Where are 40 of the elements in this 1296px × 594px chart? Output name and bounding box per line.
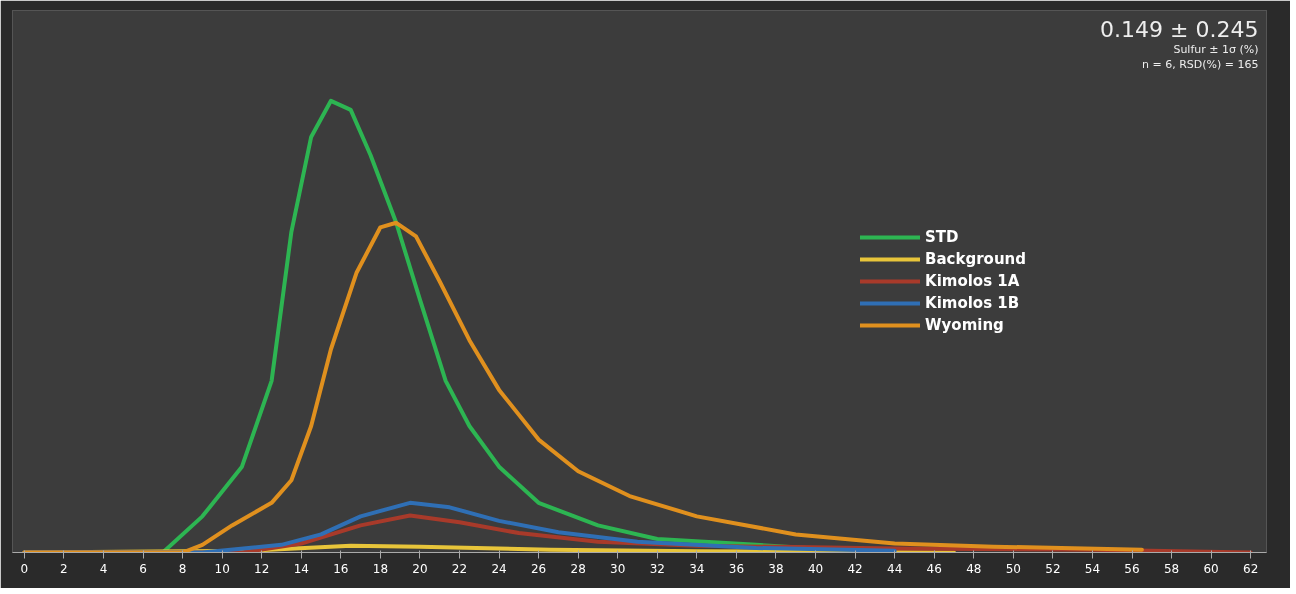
x-tick-label: 30	[610, 561, 626, 576]
x-tick-label: 2	[60, 561, 68, 576]
x-tick-label: 18	[372, 561, 389, 576]
x-tick-label: 20	[412, 561, 428, 576]
x-tick-label: 4	[99, 561, 108, 576]
x-tick-label: 28	[570, 561, 586, 576]
legend-label: Kimolos 1A	[925, 272, 1020, 290]
x-tick-label: 0	[20, 561, 29, 576]
x-tick-label: 32	[649, 561, 665, 576]
legend-label: STD	[925, 228, 959, 246]
x-tick-label: 16	[333, 561, 349, 576]
x-tick-label: 50	[1005, 561, 1021, 576]
x-tick-label: 12	[254, 561, 270, 576]
x-tick-label: 36	[728, 561, 745, 576]
x-tick-label: 26	[530, 561, 547, 576]
x-tick-label: 56	[1124, 561, 1140, 576]
legend-label: Wyoming	[925, 316, 1004, 334]
x-tick-label: 6	[139, 561, 147, 576]
x-tick-label: 60	[1203, 561, 1219, 576]
x-tick-label: 44	[887, 561, 903, 576]
legend-label: Background	[925, 250, 1026, 268]
x-tick-label: 58	[1163, 561, 1180, 576]
legend-label: Kimolos 1B	[925, 294, 1020, 312]
x-tick-label: 22	[451, 561, 468, 576]
x-tick-label: 62	[1243, 561, 1259, 576]
x-tick-label: 40	[807, 561, 824, 576]
text: Sulfur ± 1σ (%)	[1173, 42, 1259, 56]
x-tick-label: 42	[847, 561, 863, 576]
text: n = 6, RSD(%) = 165	[1141, 57, 1259, 71]
x-tick-label: 38	[768, 561, 784, 576]
text: 0.149 ± 0.245	[1100, 16, 1259, 42]
x-tick-label: 10	[214, 561, 230, 576]
x-tick-label: 46	[926, 561, 942, 576]
x-tick-label: 8	[178, 561, 187, 576]
x-tick-label: 52	[1045, 561, 1061, 576]
x-tick-label: 48	[966, 561, 982, 576]
x-tick-label: 14	[293, 561, 309, 576]
x-tick-label: 54	[1084, 561, 1101, 576]
x-tick-label: 34	[689, 561, 705, 576]
x-tick-label: 24	[491, 561, 507, 576]
